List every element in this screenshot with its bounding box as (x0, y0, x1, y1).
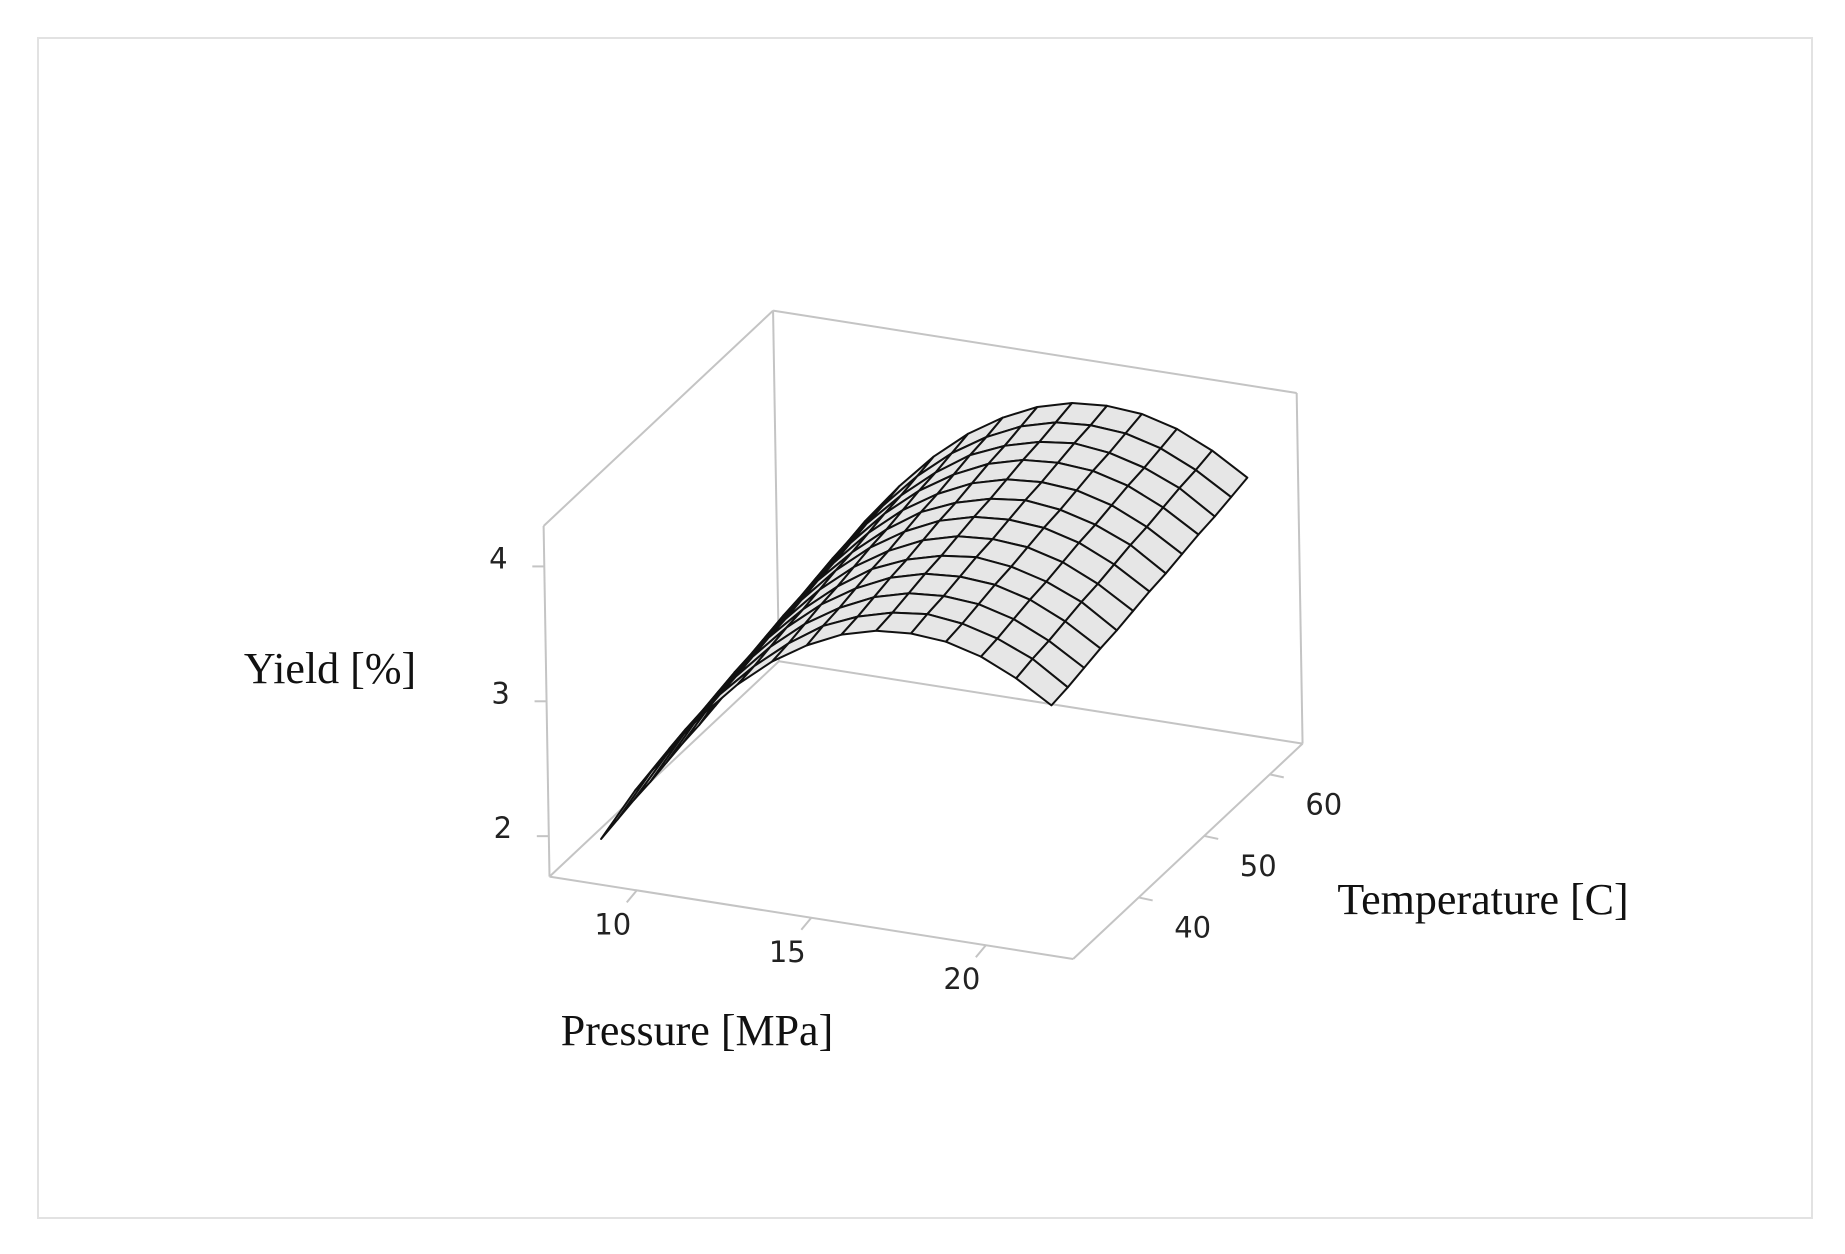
y-tick-label: 50 (1240, 849, 1277, 883)
y-axis-title: Temperature [C] (1337, 875, 1628, 924)
axis-box-edge (548, 660, 780, 878)
surface-patch (1015, 657, 1069, 707)
axis-box-edge (542, 309, 774, 527)
y-tick (1269, 773, 1284, 779)
axis-box-edge (1295, 392, 1304, 744)
y-tick (1204, 834, 1219, 840)
y-tick-label: 40 (1174, 910, 1211, 944)
axis-box-edge (1072, 742, 1304, 960)
y-tick (1138, 896, 1153, 902)
x-tick (625, 889, 638, 903)
axis-box-edge (778, 660, 1303, 745)
z-tick-label: 4 (489, 541, 507, 575)
x-axis-title: Pressure [MPa] (561, 1006, 834, 1055)
axis-box-edge (772, 309, 1297, 394)
z-axis-title: Yield [%] (244, 644, 416, 693)
x-tick (800, 917, 813, 931)
x-tick-label: 10 (594, 907, 631, 941)
x-tick-label: 15 (769, 935, 806, 969)
z-tick-label: 2 (494, 811, 512, 845)
x-tick (975, 944, 987, 958)
z-tick-label: 3 (491, 676, 509, 710)
axis-box-edge (772, 310, 780, 662)
y-tick-label: 60 (1305, 787, 1342, 821)
x-tick-label: 20 (943, 962, 980, 996)
